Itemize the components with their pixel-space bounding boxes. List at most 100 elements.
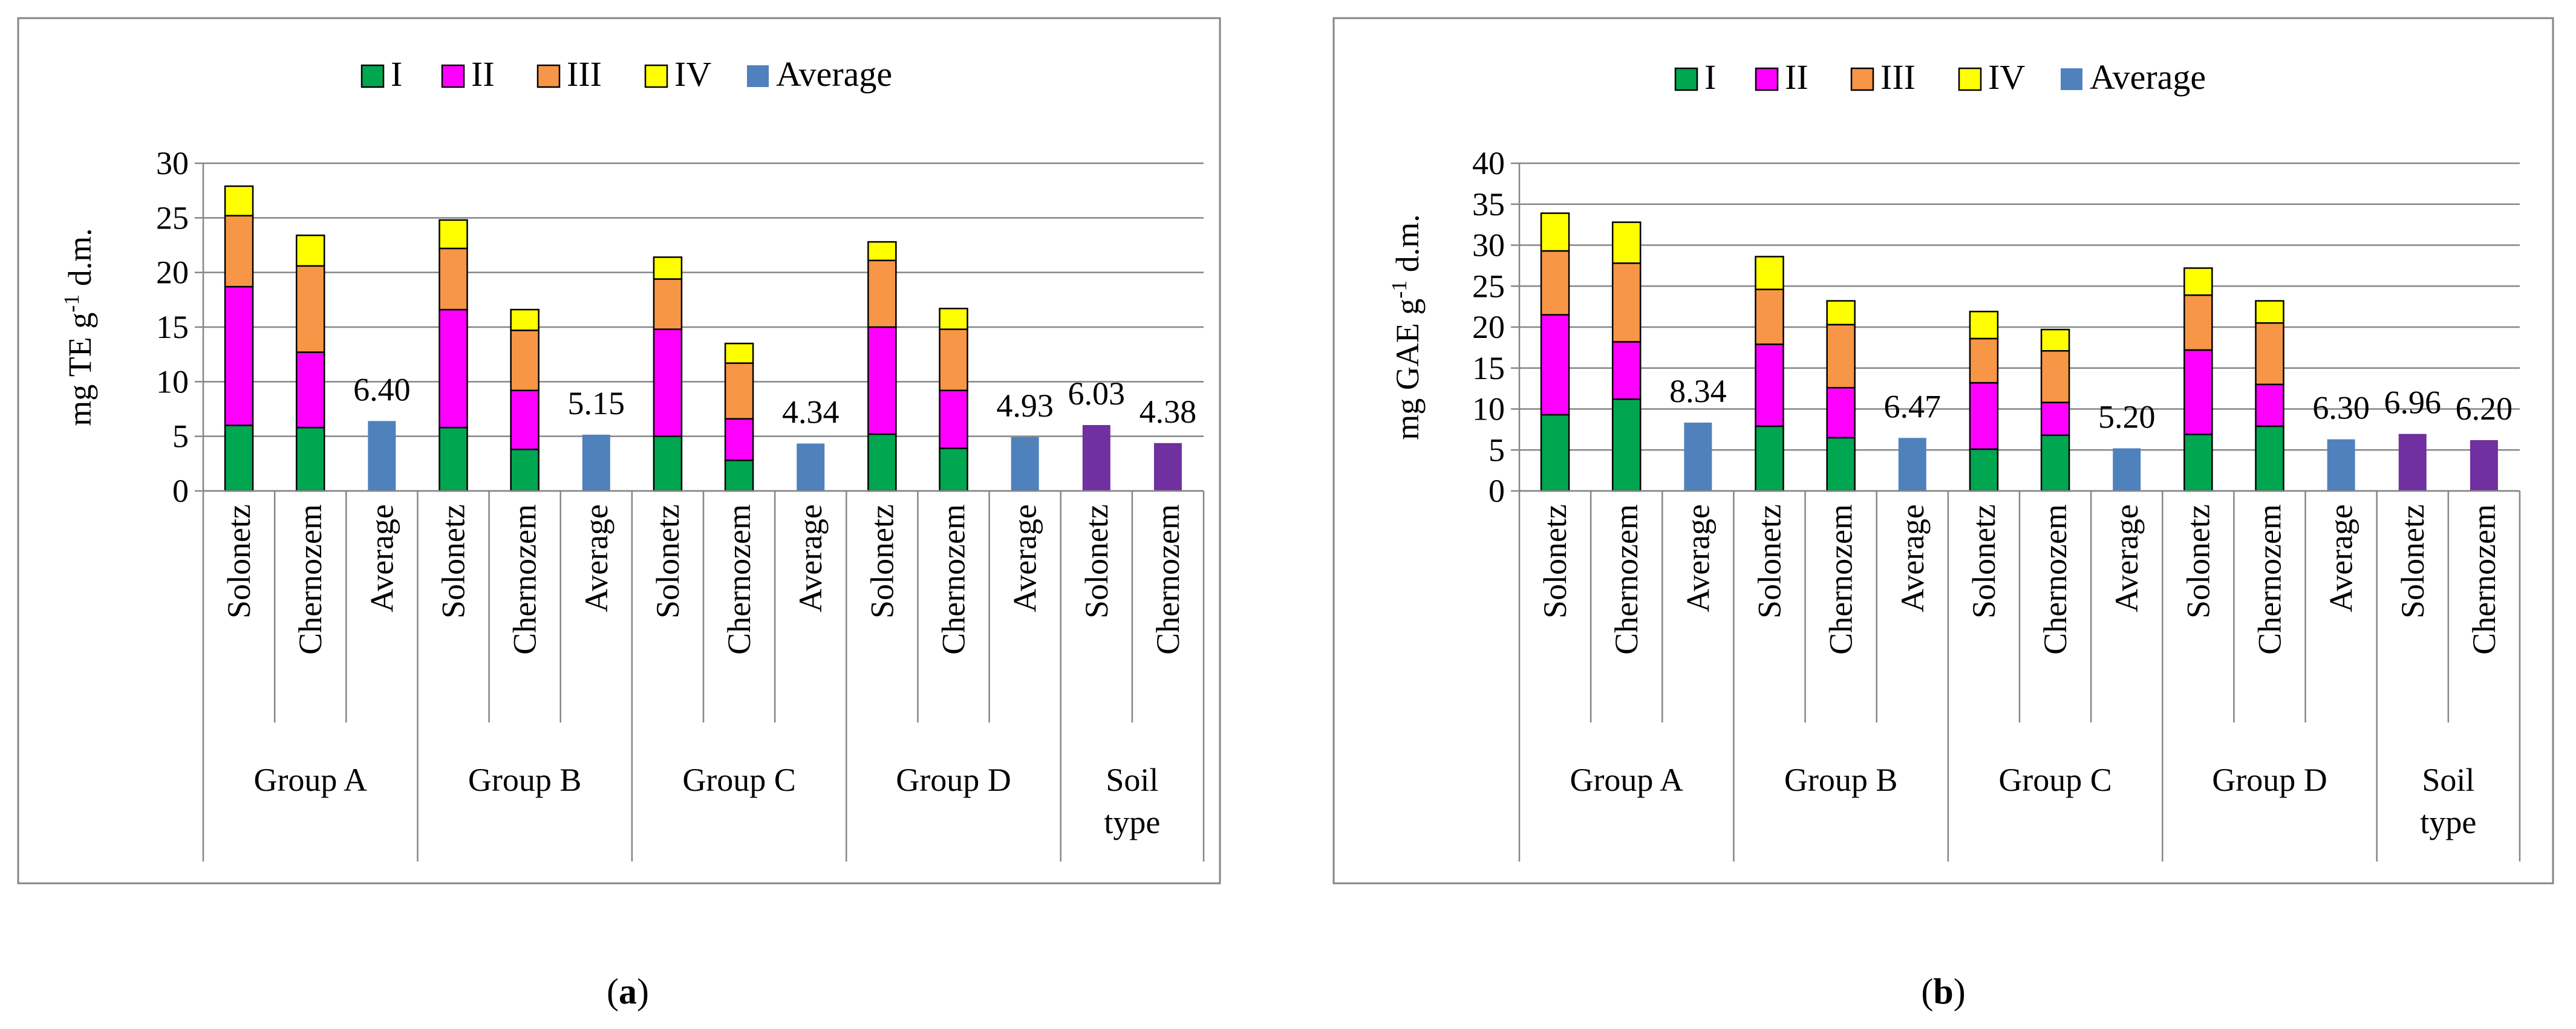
bar-segment-ii-0 bbox=[224, 285, 254, 426]
bar-segment-iv-1 bbox=[1611, 221, 1642, 264]
x-category-label: Average bbox=[1680, 504, 1716, 612]
chart-frame bbox=[17, 17, 1221, 885]
bar-segment-ii-10 bbox=[2255, 383, 2284, 427]
legend-swatch-i bbox=[1674, 67, 1698, 91]
data-label: 4.38 bbox=[1140, 394, 1197, 430]
bar-segment-ii-6 bbox=[653, 328, 683, 437]
y-tick-label: 25 bbox=[156, 200, 189, 236]
y-axis-label-unit: d.m. bbox=[1389, 214, 1426, 281]
bar-segment-iii-10 bbox=[2255, 322, 2284, 386]
bar-segment-i-4 bbox=[1826, 437, 1856, 492]
bar-segment-ii-6 bbox=[1969, 381, 1999, 450]
bar-segment-i-7 bbox=[2040, 434, 2070, 492]
data-label: 8.34 bbox=[1669, 373, 1727, 409]
y-tick-label: 5 bbox=[1489, 432, 1505, 468]
bar-average-8 bbox=[2113, 448, 2141, 491]
bar-segment-iv-10 bbox=[939, 308, 968, 330]
bar-segment-i-3 bbox=[1755, 425, 1784, 492]
data-label: 6.20 bbox=[2456, 391, 2513, 427]
legend-swatch-iv bbox=[1958, 67, 1982, 91]
data-label: 6.40 bbox=[353, 371, 411, 407]
x-group-label: Soil bbox=[2422, 762, 2474, 798]
bar-segment-i-3 bbox=[439, 426, 468, 492]
bar-segment-i-9 bbox=[2183, 433, 2213, 492]
x-category-label: Chernozem bbox=[2037, 504, 2073, 655]
x-category-label: Solonetz bbox=[650, 504, 686, 618]
legend-label-ii: II bbox=[1785, 57, 1808, 97]
y-tick-label: 10 bbox=[156, 363, 189, 400]
x-category-label: Solonetz bbox=[221, 504, 257, 618]
bar-segment-i-10 bbox=[939, 447, 968, 492]
bar-segment-i-7 bbox=[724, 459, 754, 492]
bar-segment-iii-10 bbox=[939, 328, 968, 392]
bar-segment-iii-1 bbox=[1611, 262, 1642, 343]
bar-segment-iv-0 bbox=[1540, 212, 1570, 252]
x-group-label: type bbox=[2420, 804, 2476, 840]
bar-segment-i-4 bbox=[510, 449, 540, 492]
panel-label-open: ( bbox=[1921, 972, 1933, 1011]
x-category-label: Chernozem bbox=[936, 504, 972, 655]
bar-segment-iii-4 bbox=[1826, 323, 1856, 389]
chart-panel-b: 0 5 10 15 20 25 30 35 40 mg GAE g-1 d.m. 8.34 6.47 5… bbox=[1332, 17, 2554, 1011]
y-tick-label: 0 bbox=[172, 473, 189, 509]
x-category-label: Chernozem bbox=[2466, 504, 2502, 655]
data-label: 4.34 bbox=[782, 394, 840, 430]
bar-soil-type-13 bbox=[2470, 440, 2498, 491]
panel-label: (b) bbox=[1921, 972, 1965, 1011]
panel-label: (a) bbox=[607, 972, 649, 1011]
bar-segment-iii-3 bbox=[439, 247, 468, 311]
x-group-label: type bbox=[1104, 804, 1160, 840]
x-category-label: Solonetz bbox=[2395, 504, 2431, 618]
bar-average-5 bbox=[1898, 438, 1926, 491]
x-category-label: Average bbox=[364, 504, 400, 612]
legend-swatch-iv bbox=[644, 64, 668, 88]
bar-segment-iv-1 bbox=[295, 234, 325, 267]
y-tick-label: 25 bbox=[1472, 268, 1505, 304]
legend-label-average: Average bbox=[776, 54, 892, 94]
bar-soil-type-12 bbox=[2398, 433, 2427, 491]
bar-segment-iii-7 bbox=[724, 362, 754, 420]
bar-average-11 bbox=[1011, 437, 1039, 491]
data-label: 6.47 bbox=[1884, 388, 1942, 424]
bar-average-11 bbox=[2327, 439, 2355, 491]
bar-segment-ii-4 bbox=[510, 389, 540, 450]
y-tick-label: 0 bbox=[1489, 473, 1505, 509]
bar-segment-i-1 bbox=[1611, 398, 1642, 492]
x-category-label: Solonetz bbox=[1537, 504, 1573, 618]
panel-label-letter: b bbox=[1933, 972, 1953, 1011]
x-group-label: Group A bbox=[253, 762, 367, 798]
x-category-label: Chernozem bbox=[1823, 504, 1859, 655]
y-tick-label: 10 bbox=[1472, 391, 1505, 427]
bar-segment-ii-3 bbox=[439, 308, 468, 429]
bar-segment-i-0 bbox=[224, 424, 254, 492]
x-category-label: Average bbox=[2323, 504, 2359, 612]
legend-label-iii: III bbox=[1880, 57, 1916, 97]
panel-label-close: ) bbox=[637, 972, 649, 1011]
x-category-label: Chernozem bbox=[507, 504, 543, 655]
x-category-label: Average bbox=[578, 504, 615, 612]
legend-swatch-iii bbox=[1850, 67, 1874, 91]
bar-segment-i-10 bbox=[2255, 425, 2284, 492]
bar-segment-ii-4 bbox=[1826, 387, 1856, 439]
y-tick-label: 30 bbox=[156, 145, 189, 181]
x-group-label: Soil bbox=[1106, 762, 1158, 798]
bar-segment-iv-6 bbox=[1969, 311, 1999, 340]
chart-frame bbox=[1332, 17, 2554, 885]
legend-label-iv: IV bbox=[1988, 57, 2025, 97]
y-axis-label-text: mg GAE g bbox=[1389, 299, 1426, 440]
legend-label-iii: III bbox=[567, 54, 602, 94]
bar-segment-ii-9 bbox=[2183, 349, 2213, 435]
x-category-label: Average bbox=[1894, 504, 1931, 612]
legend-label-ii: II bbox=[471, 54, 495, 94]
x-group-label: Group D bbox=[2212, 762, 2327, 798]
bar-segment-ii-0 bbox=[1540, 314, 1570, 416]
legend-swatch-iii bbox=[536, 64, 561, 88]
x-category-label: Chernozem bbox=[2252, 504, 2288, 655]
legend-label-i: I bbox=[391, 54, 402, 94]
y-axis-label-unit: d.m. bbox=[62, 228, 98, 294]
x-category-label: Average bbox=[2108, 504, 2145, 612]
legend-swatch-average bbox=[747, 65, 769, 87]
bar-segment-iv-0 bbox=[224, 185, 254, 216]
bar-segment-iv-4 bbox=[510, 308, 540, 331]
